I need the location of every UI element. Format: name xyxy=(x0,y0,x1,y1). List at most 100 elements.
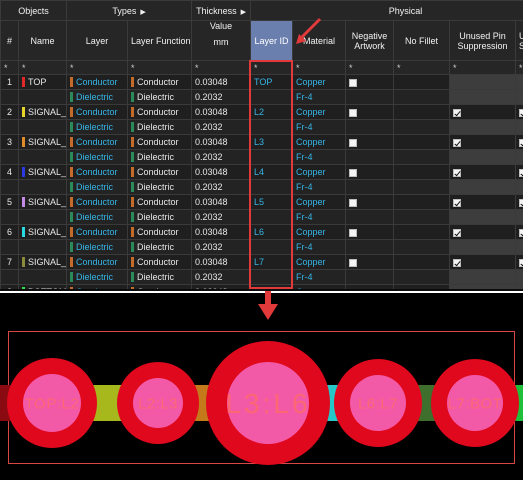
unused-via-checkbox[interactable] xyxy=(519,228,523,237)
row-thickness-value[interactable]: 0.2032 xyxy=(191,269,252,285)
unused-pin-checkbox[interactable] xyxy=(453,258,462,267)
row-no-fillet[interactable] xyxy=(393,104,451,120)
row-unused-pin[interactable] xyxy=(449,254,517,270)
row-no-fillet[interactable] xyxy=(393,74,451,90)
row-material[interactable]: Copper xyxy=(292,254,347,270)
row-layer-id[interactable]: L5 xyxy=(250,194,294,210)
row-index[interactable] xyxy=(0,239,19,255)
negative-artwork-checkbox[interactable] xyxy=(349,228,358,237)
row-negative-artwork[interactable] xyxy=(345,164,395,180)
row-layer-id[interactable]: L4 xyxy=(250,164,294,180)
negative-artwork-checkbox[interactable] xyxy=(349,108,358,117)
row-name[interactable]: BOTTOM xyxy=(17,284,68,289)
col-name[interactable]: Name xyxy=(17,20,68,61)
row-unused-via[interactable] xyxy=(515,254,523,270)
unused-pin-checkbox[interactable] xyxy=(453,138,462,147)
filter-unused-via[interactable]: * xyxy=(515,60,523,75)
row-index[interactable]: 2 xyxy=(0,104,19,120)
row-negative-artwork[interactable] xyxy=(345,254,395,270)
row-unused-pin[interactable] xyxy=(449,134,517,150)
row-material[interactable]: Fr-4 xyxy=(292,119,347,135)
row-negative-artwork[interactable] xyxy=(345,104,395,120)
row-material[interactable]: Fr-4 xyxy=(292,209,347,225)
row-unused-via[interactable] xyxy=(515,149,523,165)
unused-pin-checkbox[interactable] xyxy=(453,228,462,237)
row-negative-artwork[interactable] xyxy=(345,89,395,105)
filter-name[interactable]: * xyxy=(17,60,68,75)
table-row[interactable]: 3 SIGNAL_3 Conductor Conductor 0.03048L3Copp… xyxy=(0,134,523,150)
row-layer-id[interactable] xyxy=(250,149,294,165)
row-negative-artwork[interactable] xyxy=(345,269,395,285)
row-unused-via[interactable] xyxy=(515,119,523,135)
row-thickness-value[interactable]: 0.2032 xyxy=(191,239,252,255)
row-unused-pin[interactable] xyxy=(449,149,517,165)
row-no-fillet[interactable] xyxy=(393,269,451,285)
row-index[interactable]: 3 xyxy=(0,134,19,150)
row-layer[interactable]: Conductor xyxy=(66,164,129,180)
row-material[interactable]: Copper xyxy=(292,74,347,90)
row-layer[interactable]: Conductor xyxy=(66,254,129,270)
row-unused-via[interactable] xyxy=(515,269,523,285)
row-index[interactable] xyxy=(0,89,19,105)
group-types[interactable]: Types ▶ xyxy=(66,0,193,21)
col-unused-via-suppression[interactable]: Un Su xyxy=(515,20,523,61)
row-index[interactable]: 1 xyxy=(0,74,19,90)
col-value[interactable]: Value mm xyxy=(191,20,252,61)
row-unused-pin[interactable] xyxy=(449,164,517,180)
unused-via-checkbox[interactable] xyxy=(519,108,523,117)
col-layer[interactable]: Layer xyxy=(66,20,129,61)
row-layer[interactable]: Dielectric xyxy=(66,209,129,225)
row-no-fillet[interactable] xyxy=(393,194,451,210)
unused-pin-checkbox[interactable] xyxy=(453,168,462,177)
row-thickness-value[interactable]: 0.03048 xyxy=(191,164,252,180)
col-negative-artwork[interactable]: Negative Artwork xyxy=(345,20,395,61)
row-layer-id[interactable]: L2 xyxy=(250,104,294,120)
row-layer[interactable]: Dielectric xyxy=(66,89,129,105)
row-layer[interactable]: Dielectric xyxy=(66,149,129,165)
row-layer[interactable]: Conductor xyxy=(66,194,129,210)
row-name[interactable]: SIGNAL_6 xyxy=(17,224,68,240)
row-index[interactable] xyxy=(0,149,19,165)
row-material[interactable]: Fr-4 xyxy=(292,179,347,195)
negative-artwork-checkbox[interactable] xyxy=(349,288,358,289)
row-name[interactable]: SIGNAL_4 xyxy=(17,164,68,180)
table-row[interactable]: Dielectric Dielectric 0.2032 Fr-4 xyxy=(0,239,523,255)
row-layer-id[interactable] xyxy=(250,239,294,255)
row-material[interactable]: Copper xyxy=(292,194,347,210)
row-unused-pin[interactable] xyxy=(449,224,517,240)
row-material[interactable]: Fr-4 xyxy=(292,239,347,255)
table-row[interactable]: 7SIGNAL_7ConductorConductor0.03048L7Copp… xyxy=(0,254,523,270)
row-negative-artwork[interactable] xyxy=(345,284,395,289)
row-unused-via[interactable] xyxy=(515,179,523,195)
row-name[interactable]: TOP xyxy=(17,74,68,90)
filter-layer[interactable]: * xyxy=(66,60,129,75)
unused-via-checkbox[interactable] xyxy=(519,168,523,177)
row-no-fillet[interactable] xyxy=(393,134,451,150)
row-material[interactable]: Fr-4 xyxy=(292,149,347,165)
row-unused-via[interactable] xyxy=(515,74,523,90)
col-layer-function[interactable]: Layer Function xyxy=(127,20,193,61)
row-name[interactable] xyxy=(17,149,68,165)
row-negative-artwork[interactable] xyxy=(345,239,395,255)
row-no-fillet[interactable] xyxy=(393,149,451,165)
row-thickness-value[interactable]: 0.03048 xyxy=(191,254,252,270)
row-index[interactable] xyxy=(0,269,19,285)
row-name[interactable]: SIGNAL_5 xyxy=(17,194,68,210)
row-layer-function[interactable]: Conductor xyxy=(127,74,193,90)
filter-value[interactable]: * xyxy=(191,60,252,75)
row-layer-id[interactable] xyxy=(250,179,294,195)
row-negative-artwork[interactable] xyxy=(345,119,395,135)
row-no-fillet[interactable] xyxy=(393,179,451,195)
filter-index[interactable]: * xyxy=(0,60,19,75)
row-unused-via[interactable] xyxy=(515,224,523,240)
row-layer[interactable]: Conductor xyxy=(66,224,129,240)
unused-pin-checkbox[interactable] xyxy=(453,198,462,207)
row-material[interactable]: Fr-4 xyxy=(292,269,347,285)
filter-negative-artwork[interactable]: * xyxy=(345,60,395,75)
row-layer-function[interactable]: Conductor xyxy=(127,164,193,180)
row-no-fillet[interactable] xyxy=(393,119,451,135)
row-material[interactable]: Copper xyxy=(292,164,347,180)
row-unused-pin[interactable] xyxy=(449,119,517,135)
row-name[interactable] xyxy=(17,89,68,105)
row-unused-pin[interactable] xyxy=(449,284,517,289)
